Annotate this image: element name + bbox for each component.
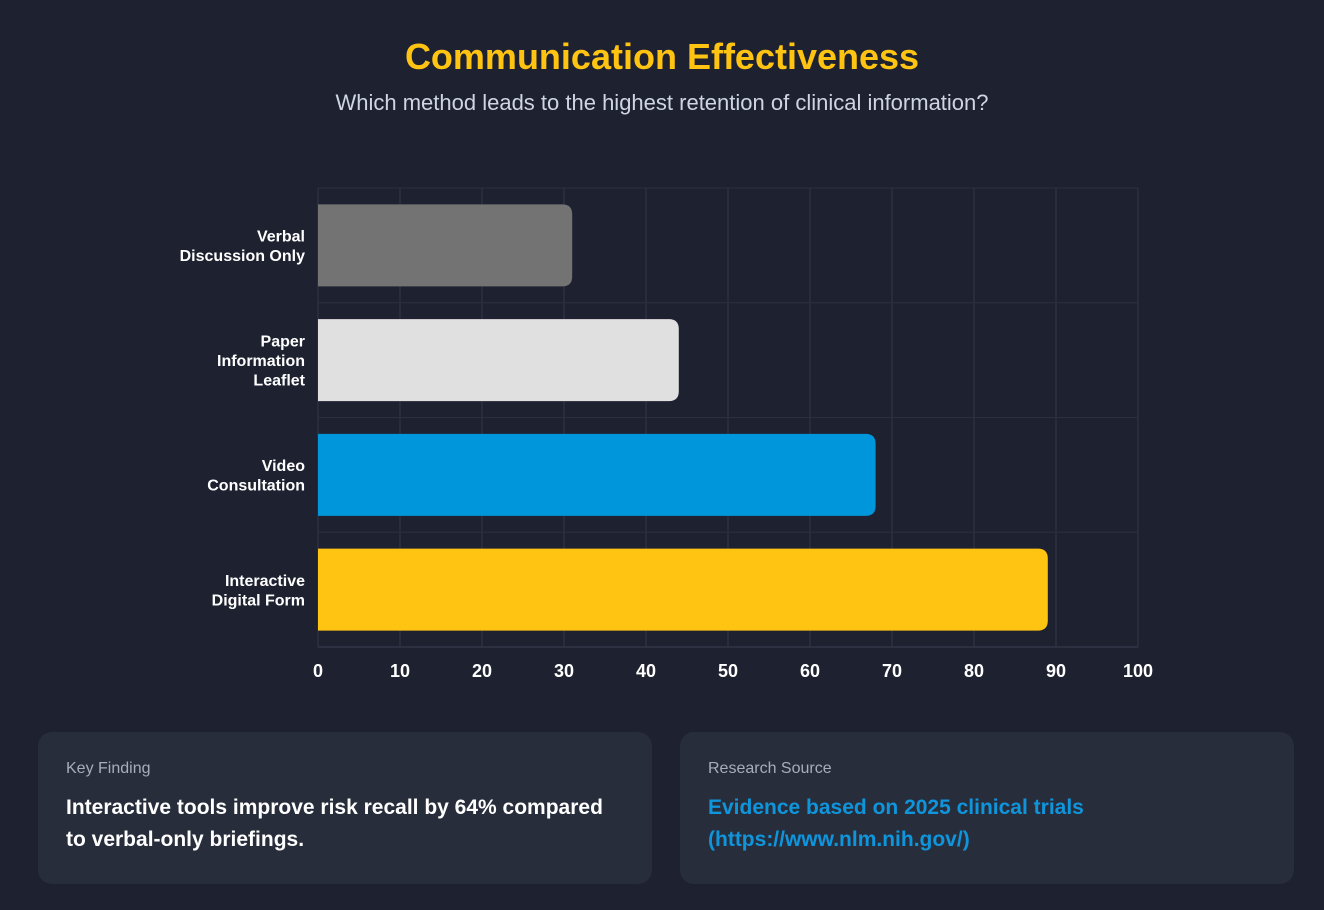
x-tick-label: 100 [1123,661,1153,681]
research-source-label: Research Source [708,760,832,777]
research-source-link[interactable]: Evidence based on 2025 clinical trials (… [708,796,1084,851]
x-tick-label: 80 [964,661,984,681]
bar-chart: 0 10 20 30 40 50 60 70 80 90 100 Verbal Discussion O… [180,187,1153,681]
research-source-card: Research Source Evidence based on 2025 c… [680,732,1294,884]
key-finding-label: Key Finding [66,760,151,777]
key-finding-text: Interactive tools improve risk recall by… [66,796,603,851]
key-finding-card: Key Finding Interactive tools improve ri… [38,732,652,884]
x-tick-label: 40 [636,661,656,681]
category-label: Interactive Digital Form [212,573,305,610]
chart-subtitle: Which method leads to the highest retent… [335,90,989,115]
x-tick-label: 30 [554,661,574,681]
x-tick-label: 50 [718,661,738,681]
category-label: Paper Information Leaflet [217,334,306,390]
x-tick-label: 20 [472,661,492,681]
bar-1 [318,204,573,287]
bar-2 [318,319,679,402]
category-label: Verbal Discussion Only [180,229,305,266]
bar-4 [318,548,1048,631]
bar-3 [318,433,876,516]
x-tick-label: 90 [1046,661,1066,681]
x-tick-label: 60 [800,661,820,681]
category-label: Video Consultation [207,458,305,495]
x-tick-label: 0 [313,661,323,681]
x-tick-label: 70 [882,661,902,681]
x-tick-label: 10 [390,661,410,681]
chart-title: Communication Effectiveness [404,36,920,77]
